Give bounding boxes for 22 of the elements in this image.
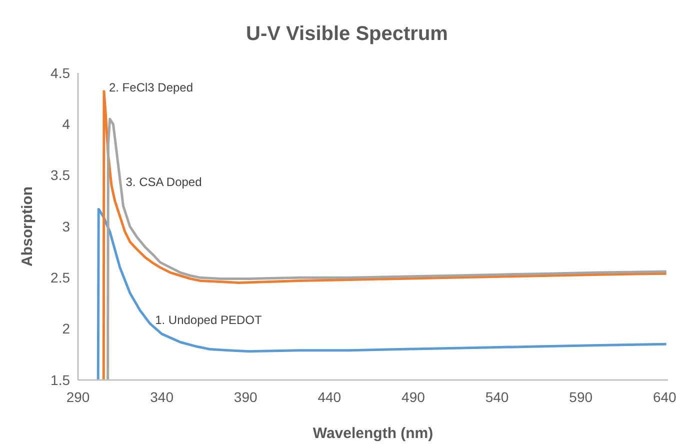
annotation: 2. FeCl3 Deped: [108, 80, 194, 95]
x-tick-label: 290: [66, 389, 90, 405]
x-tick-label: 390: [234, 389, 258, 405]
x-axis-title: Wavelength (nm): [312, 425, 434, 442]
y-tick-label: 1.5: [50, 372, 70, 388]
y-tick-label: 2.5: [50, 270, 70, 286]
y-tick-label: 2: [62, 320, 70, 337]
y-axis-title: Absorption: [19, 186, 36, 266]
annotation: 3. CSA Doped: [126, 174, 202, 189]
chart-title: U-V Visible Spectrum: [246, 23, 448, 45]
x-tick-label: 640: [652, 389, 677, 405]
x-tick-label: 590: [569, 389, 593, 405]
y-tick-label: 3.5: [50, 167, 70, 184]
x-tick-label: 340: [150, 389, 174, 405]
y-tick-label: 3: [62, 218, 70, 234]
y-tick-label: 4: [62, 116, 70, 132]
line-series: [96, 208, 668, 382]
x-tick-label: 440: [318, 389, 342, 405]
x-tick-label: 490: [402, 389, 426, 405]
y-tick-label: 4.5: [50, 64, 70, 81]
annotation: 1. Undoped PEDOT: [155, 312, 262, 327]
x-tick-label: 540: [485, 389, 509, 405]
